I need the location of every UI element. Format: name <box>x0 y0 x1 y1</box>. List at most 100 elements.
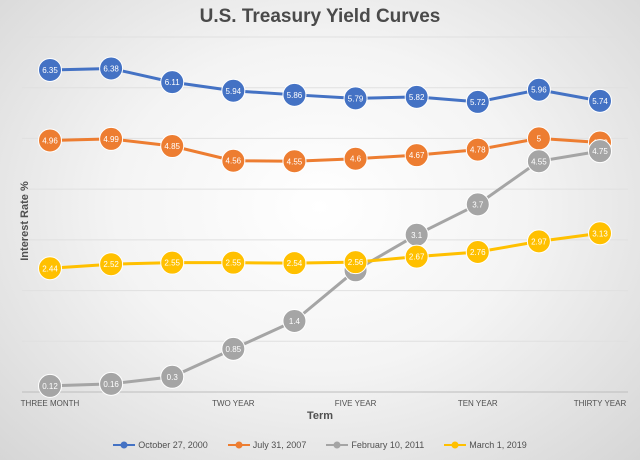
legend: October 27, 2000 July 31, 2007 February 10… <box>0 440 640 450</box>
data-point <box>160 134 185 159</box>
data-point <box>160 250 185 275</box>
legend-label: October 27, 2000 <box>138 440 208 450</box>
data-point <box>99 126 124 151</box>
data-point <box>588 139 612 164</box>
data-point <box>221 78 246 103</box>
series-line <box>49 149 601 388</box>
data-point <box>160 70 185 95</box>
data-point <box>526 77 551 102</box>
chart-title: U.S. Treasury Yield Curves <box>199 6 441 27</box>
data-label: 4.55 <box>531 157 547 166</box>
data-point <box>99 56 124 81</box>
data-point <box>404 143 429 168</box>
data-point <box>465 240 490 265</box>
data-label: 5.79 <box>348 94 364 103</box>
legend-item: July 31, 2007 <box>227 440 307 450</box>
data-label: 6.11 <box>165 78 181 87</box>
data-point <box>282 82 307 107</box>
data-point <box>282 309 307 333</box>
data-label: 5.82 <box>409 93 425 102</box>
data-point <box>526 149 551 174</box>
y-axis-label: Interest Rate % <box>19 181 31 261</box>
data-label: 0.85 <box>226 345 242 354</box>
data-label: 3.7 <box>472 200 484 209</box>
data-point <box>38 128 62 153</box>
data-label: 0.16 <box>103 380 119 389</box>
data-point <box>465 137 490 162</box>
x-tick-label: TEN YEAR <box>458 399 498 408</box>
data-label: 2.97 <box>531 237 547 246</box>
data-point <box>588 221 612 246</box>
data-label: 3.13 <box>592 229 608 238</box>
data-label: 2.67 <box>409 253 425 262</box>
x-axis-label: Term <box>306 410 334 422</box>
data-point <box>38 57 62 82</box>
data-point <box>99 371 124 396</box>
data-label: 2.55 <box>226 259 242 268</box>
data-label: 0.3 <box>167 373 179 382</box>
data-label: 0.12 <box>42 382 58 391</box>
data-point <box>221 250 246 275</box>
series-line <box>49 136 601 163</box>
data-label: 4.99 <box>103 135 119 144</box>
data-point <box>404 244 429 269</box>
data-point <box>221 148 246 173</box>
legend-label: July 31, 2007 <box>252 440 307 450</box>
data-label: 5.74 <box>592 97 608 106</box>
data-label: 4.75 <box>592 147 608 156</box>
legend-marker-icon <box>113 441 136 449</box>
legend-item: February 10, 2011 <box>326 440 424 450</box>
data-label: 2.54 <box>287 259 303 268</box>
data-label: 4.6 <box>350 155 362 164</box>
data-label: 4.78 <box>470 146 486 155</box>
data-point <box>38 256 62 281</box>
data-point <box>99 252 124 277</box>
data-label: 4.96 <box>42 136 58 145</box>
data-label: 4.85 <box>164 142 180 151</box>
x-tick-label: TWO YEAR <box>212 399 255 408</box>
series-line <box>49 231 601 270</box>
data-point <box>343 146 368 171</box>
data-label: 3.1 <box>411 231 423 240</box>
data-label: 2.44 <box>42 264 58 273</box>
x-tick-label: THREE MONTH <box>21 399 80 408</box>
data-point <box>282 149 307 174</box>
data-point <box>588 88 612 113</box>
data-point <box>343 86 368 111</box>
legend-label: March 1, 2019 <box>469 440 527 450</box>
data-point <box>282 251 307 276</box>
legend-marker-icon <box>326 441 349 449</box>
data-label: 1.4 <box>289 317 301 326</box>
data-label: 4.56 <box>226 157 242 166</box>
legend-marker-icon <box>227 441 250 449</box>
x-tick-label: FIVE YEAR <box>335 399 377 408</box>
data-point <box>221 336 246 361</box>
data-label: 4.55 <box>287 157 303 166</box>
data-point <box>343 250 368 275</box>
data-point <box>465 192 490 217</box>
data-label: 2.56 <box>348 258 364 267</box>
data-point <box>465 89 490 114</box>
data-point <box>526 229 551 254</box>
x-tick-label: THIRTY YEAR <box>574 399 627 408</box>
data-point <box>160 364 185 389</box>
data-label: 4.67 <box>409 151 425 160</box>
data-point <box>38 373 62 398</box>
data-label: 5.96 <box>531 86 547 95</box>
data-label: 6.35 <box>42 66 58 75</box>
data-label: 2.52 <box>103 260 119 269</box>
legend-item: October 27, 2000 <box>113 440 208 450</box>
legend-item: March 1, 2019 <box>444 440 527 450</box>
data-label: 2.76 <box>470 248 486 257</box>
data-label: 5.72 <box>470 98 486 107</box>
data-label: 6.38 <box>103 64 119 73</box>
data-label: 5 <box>537 134 542 143</box>
legend-label: February 10, 2011 <box>351 440 425 450</box>
data-label: 5.94 <box>226 87 242 96</box>
data-label: 5.86 <box>287 91 303 100</box>
legend-marker-icon <box>444 441 467 449</box>
series-line <box>49 66 601 104</box>
data-label: 2.55 <box>164 259 180 268</box>
